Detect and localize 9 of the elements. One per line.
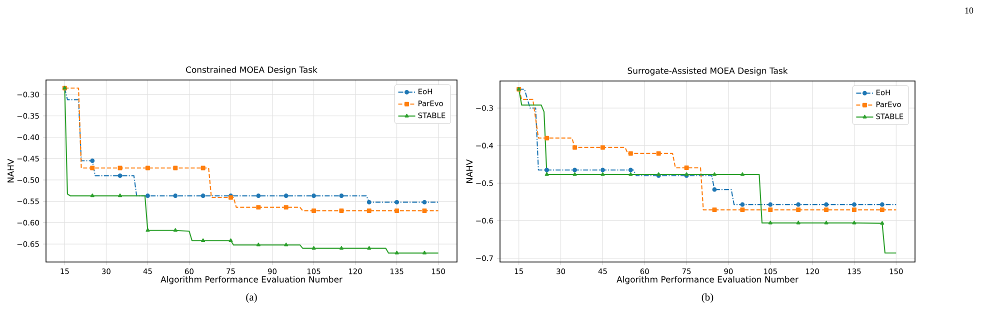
chart-title: Surrogate-Assisted MOEA Design Task [628,67,788,76]
chart-title: Constrained MOEA Design Task [186,66,318,75]
text: 10 [965,8,974,14]
y-axis-title: NAHV [466,159,473,183]
text: (b) [702,293,714,303]
text: (a) [246,293,257,303]
x-axis-title: Algorithm Performance Evaluation Number [616,276,798,284]
y-axis-title: NAHV [8,158,14,182]
x-axis-title: Algorithm Performance Evaluation Number [160,276,342,284]
